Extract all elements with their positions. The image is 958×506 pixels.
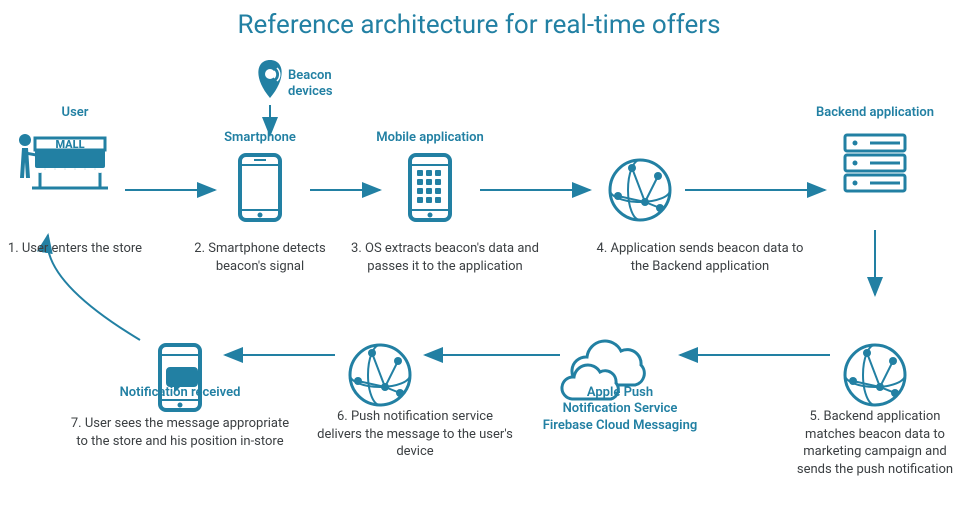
net1-icon: [610, 160, 670, 220]
phone-icon: [240, 155, 280, 220]
cloud-label: Apple Push Notification Service Firebase…: [530, 385, 710, 434]
user-icon: MALL: [19, 134, 108, 188]
net3-icon: [350, 345, 410, 405]
step-5-text: 5. Backend application matches beacon da…: [785, 408, 958, 478]
svg-text:MALL: MALL: [55, 138, 84, 151]
beacon-label: Beacon devices: [288, 68, 368, 101]
notif-label: Notification received: [90, 385, 270, 401]
diagram-title: Reference architecture for real-time off…: [0, 0, 958, 40]
net2-icon: [845, 345, 905, 405]
app-icon: [410, 155, 450, 220]
user-label: User: [5, 105, 145, 121]
step-3-text: 3. OS extracts beacon's data and passes …: [340, 240, 550, 275]
step-6-text: 6. Push notification service delivers th…: [315, 408, 515, 461]
backend-icon: [845, 135, 905, 191]
phone-label: Smartphone: [190, 130, 330, 146]
step-7-text: 7. User sees the message appropriate to …: [65, 415, 295, 450]
step-2-text: 2. Smartphone detects beacon's signal: [180, 240, 340, 275]
step-1-text: 1. User enters the store: [0, 240, 150, 258]
beacon-icon: [258, 60, 281, 98]
app-label: Mobile application: [360, 130, 500, 146]
step-4-text: 4. Application sends beacon data to the …: [595, 240, 805, 275]
backend-label: Backend application: [805, 105, 945, 121]
